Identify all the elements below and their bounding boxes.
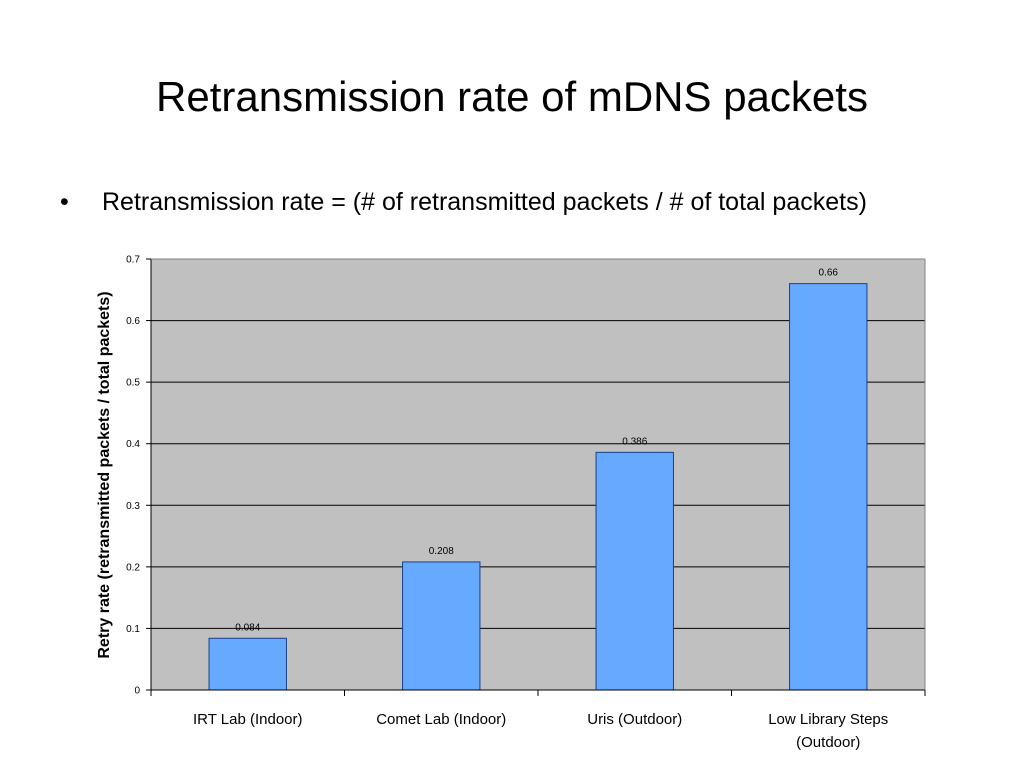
bar [595, 451, 674, 691]
y-tick-label: 0.1 [126, 624, 140, 635]
data-label: 0.084 [235, 622, 260, 633]
bar [789, 283, 868, 691]
y-tick-label: 0.4 [126, 439, 140, 450]
x-axis-categories: IRT Lab (Indoor) Comet Lab (Indoor) Uris (… [193, 711, 888, 751]
data-label: 0.386 [622, 436, 647, 447]
y-tick-label: 0.3 [126, 501, 140, 512]
y-axis-ticks: 0 0.1 0.2 0.3 0.4 0.5 0.6 0.7 [126, 255, 151, 697]
bar-series [208, 283, 868, 691]
bullet-text: Retransmission rate = (# of retransmitte… [102, 188, 867, 216]
y-tick-label: 0 [134, 686, 140, 697]
bar [402, 561, 481, 691]
data-label: 0.208 [429, 546, 454, 557]
y-tick-label: 0.5 [126, 378, 140, 389]
slide-title: Retransmission rate of mDNS packets [156, 73, 868, 120]
x-category-label: Uris (Outdoor) [587, 711, 682, 728]
bar [208, 637, 287, 691]
x-category-label: IRT Lab (Indoor) [193, 711, 303, 728]
y-tick-label: 0.7 [126, 255, 140, 266]
y-axis-label: Retry rate (retransmitted packets / tota… [96, 291, 113, 658]
bullet-item: • Retransmission rate = (# of retransmitt… [60, 186, 867, 218]
bullet-marker: • [60, 188, 69, 216]
data-labels: 0.084 0.208 0.386 0.66 [235, 268, 838, 634]
x-category-label: Low Library Steps (Outdoor) [768, 711, 888, 751]
y-tick-label: 0.2 [126, 562, 140, 573]
x-category-label: Comet Lab (Indoor) [376, 711, 506, 728]
axes [150, 258, 926, 696]
y-tick-label: 0.6 [126, 316, 140, 327]
data-label: 0.66 [819, 268, 839, 279]
